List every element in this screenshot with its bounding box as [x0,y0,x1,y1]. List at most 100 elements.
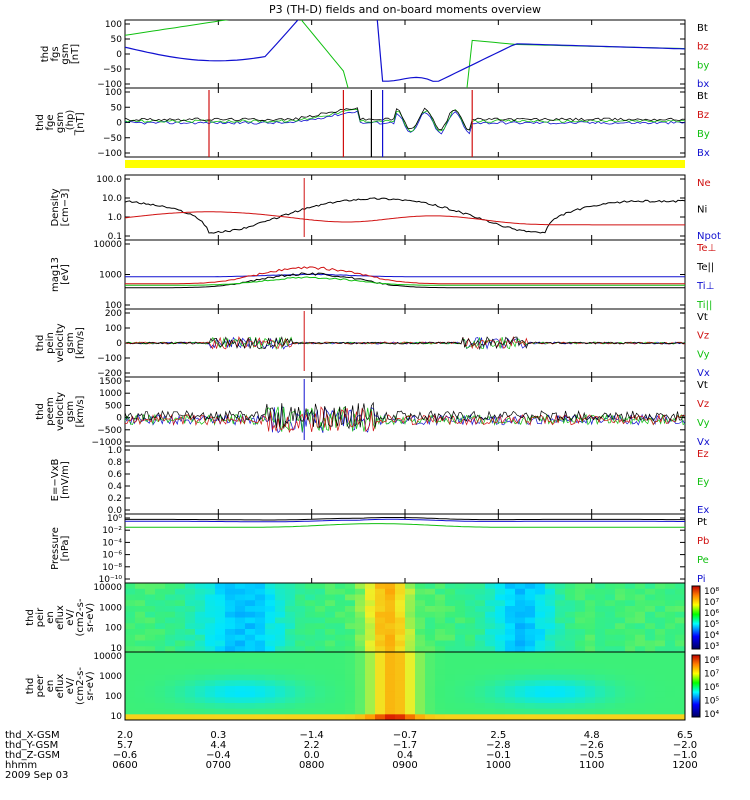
spectrogram-cell [355,646,366,653]
spectrogram-cell [425,703,436,710]
spectrogram-cell [335,652,346,659]
spectrogram-cell [195,686,206,693]
spectrogram-cell [625,652,636,659]
spectrogram-cell [365,686,376,693]
spectrogram-cell [215,629,226,636]
spectrogram-cell [395,606,406,613]
spectrogram-cell [565,594,576,601]
spectrogram-cell [675,634,686,641]
spectrogram-cell [515,594,526,601]
spectrogram-cell [525,623,536,630]
spectrogram-cell [435,669,446,676]
y-tick-label: 50 [111,35,123,45]
spectrogram-cell [315,663,326,670]
spectrogram-cell [355,708,366,715]
spectrogram-cell [395,594,406,601]
spectrogram-cell [165,691,176,698]
spectrogram-cell [275,588,286,595]
y-label-line: gsm [55,112,66,133]
spectrogram-cell [415,583,426,590]
spectrogram-cell [175,669,186,676]
legend-entry: Vy [697,418,710,429]
spectrogram-cell [325,623,336,630]
spectrogram-cell [315,691,326,698]
spectrogram-cell [445,629,456,636]
spectrogram-cell [435,703,446,710]
spectrogram-cell [485,652,496,659]
spectrogram-cell [505,588,516,595]
spectrogram-cell [225,629,236,636]
spectrogram-cell [275,617,286,624]
spectrogram-cell [505,629,516,636]
spectrogram-cell [185,703,196,710]
footer-value: 1000 [486,760,511,771]
spectrogram-cell [155,691,166,698]
spectrogram-cell [305,708,316,715]
spectrogram-cell [585,680,596,687]
spectrogram-cell [215,691,226,698]
spectrogram-cell [465,686,476,693]
spectrogram-cell [305,663,316,670]
spectrogram-cell [445,606,456,613]
spectrogram-cell [325,640,336,647]
spectrogram-cell [455,594,466,601]
spectrogram-cell [185,640,196,647]
spectrogram-cell [285,640,296,647]
spectrogram-cell [535,697,546,704]
footer-value: −0.5 [580,750,604,761]
spectrogram-cell [605,588,616,595]
spectrogram-cell [195,588,206,595]
series-ne [124,211,685,226]
spectrogram-cell [155,594,166,601]
spectrogram-cell [375,611,386,618]
spectrogram-cell [375,594,386,601]
spectrogram-cell [405,663,416,670]
spectrogram-cell [445,680,456,687]
spectrogram-cell [185,634,196,641]
chart-title: P3 (TH-D) fields and on-board moments ov… [269,3,541,16]
spectrogram-cell [365,583,376,590]
spectrogram-cell [375,629,386,636]
colorbar-tick-label: 10⁴ [704,710,719,720]
spectrogram-cell [135,708,146,715]
spectrogram-cell [285,611,296,618]
spectrogram-cell [495,657,506,664]
spectrogram-cell [435,691,446,698]
spectrogram-cell [235,714,246,721]
spectrogram-cell [525,583,536,590]
footer-value: 2.0 [117,730,133,741]
spectrogram-cell [485,697,496,704]
spectrogram-cell [545,600,556,607]
spectrogram-cell [165,583,176,590]
spectrogram-cell [295,697,306,704]
spectrogram-cell [215,606,226,613]
spectrogram-cell [645,629,656,636]
spectrogram-cell [125,680,136,687]
spectrogram-cell [645,583,656,590]
panel-peemvel: thd peem velocity gsm [km/s]150010005000−500… [35,376,710,448]
spectrogram-cell [495,611,506,618]
spectrogram-cell [145,600,156,607]
spectrogram-cell [445,623,456,630]
spectrogram-cell [195,623,206,630]
spectrogram-cell [515,611,526,618]
colorbar-tick-label: 10⁷ [704,670,719,680]
spectrogram-cell [535,629,546,636]
spectrogram-cell [475,600,486,607]
spectrogram-cell [345,674,356,681]
spectrogram-cell [355,703,366,710]
spectrogram-cell [515,714,526,721]
spectrogram-cell [635,646,646,653]
spectrogram-cell [645,617,656,624]
spectrogram-cell [345,697,356,704]
spectrogram-cell [135,583,146,590]
spectrogram-cell [585,583,596,590]
spectrogram-cell [375,623,386,630]
spectrogram-cell [295,674,306,681]
spectrogram-cell [615,657,626,664]
y-label-line: sr-eV) [85,671,96,700]
spectrogram-cell [145,594,156,601]
spectrogram-cell [615,588,626,595]
spectrogram-cell [305,606,316,613]
spectrogram-cell [625,657,636,664]
